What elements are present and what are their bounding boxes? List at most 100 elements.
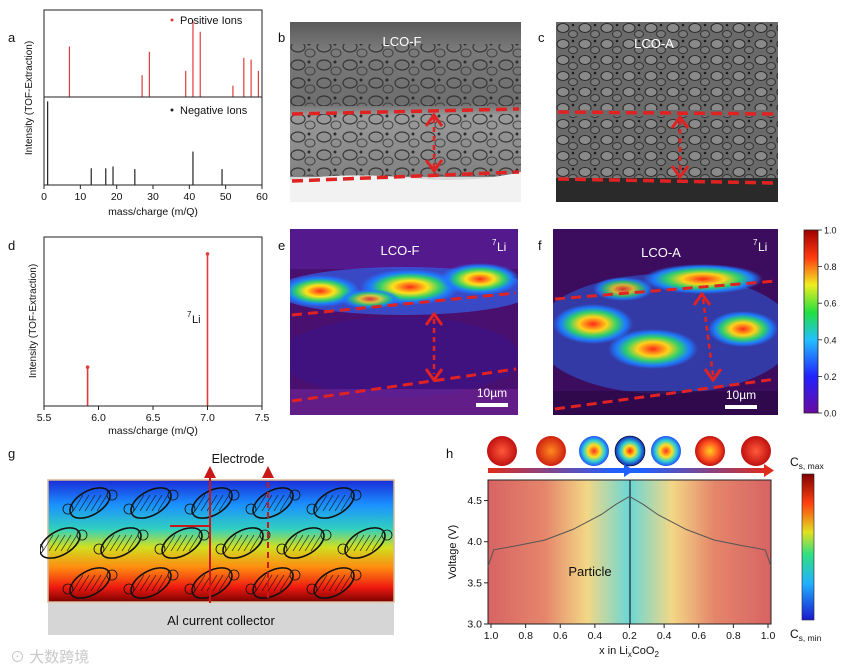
particle-state-2 bbox=[536, 436, 566, 466]
panel-a-xtick-label: 10 bbox=[74, 191, 86, 203]
particle-hatch bbox=[273, 494, 285, 512]
particle-hatch bbox=[353, 534, 365, 552]
particle-hatch bbox=[218, 494, 230, 512]
particle-hatch bbox=[359, 534, 371, 552]
particle-hatch bbox=[371, 534, 383, 552]
panel-h-xtick-label: 0.4 bbox=[588, 630, 603, 642]
particle-hatch bbox=[212, 574, 224, 592]
particle-hatch bbox=[133, 494, 145, 512]
panel-b-sem-image: LCO-F bbox=[290, 22, 521, 202]
active-particle bbox=[69, 487, 111, 519]
panel-f-scalebar bbox=[725, 405, 757, 409]
panel-h-ylabel: Voltage (V) bbox=[447, 525, 459, 579]
particle-hatch bbox=[279, 494, 291, 512]
particle-hatch bbox=[42, 534, 54, 552]
carbon-additive bbox=[123, 583, 135, 595]
carbon-additive bbox=[167, 489, 179, 501]
peak-label-sup: 7 bbox=[187, 310, 192, 319]
carbon-additive bbox=[76, 529, 88, 541]
active-particle bbox=[130, 487, 172, 519]
particle-hatch bbox=[145, 574, 157, 592]
panel-label-e: e bbox=[278, 238, 286, 253]
carbon-additive bbox=[154, 543, 166, 555]
active-particle bbox=[313, 487, 355, 519]
particle-hatch bbox=[316, 574, 328, 592]
panel-e-tof-map: LCO-F 7 Li 10µm bbox=[290, 229, 518, 415]
panel-label-g: g bbox=[8, 446, 16, 461]
particle-hatch bbox=[267, 574, 279, 592]
carbon-additive bbox=[184, 503, 196, 515]
particle-hatch bbox=[237, 534, 249, 552]
particle-hatch bbox=[121, 534, 133, 552]
panel-h-xtick-label: 0.2 bbox=[622, 630, 637, 642]
watermark-logo-icon: ⊙ bbox=[10, 649, 26, 666]
panel-f-iso-sup: 7 bbox=[753, 238, 758, 247]
particle-hatch bbox=[328, 574, 340, 592]
panel-h-ytick-label: 4.5 bbox=[467, 495, 482, 507]
particle-hatch bbox=[127, 534, 139, 552]
carbon-additive bbox=[215, 543, 227, 555]
panel-a-ylabel: Intensity (TOF-Extraction) bbox=[24, 41, 35, 155]
carbon-additive bbox=[259, 529, 271, 541]
panel-h-xtick-label: 0.4 bbox=[657, 630, 672, 642]
carbon-additive bbox=[289, 569, 301, 581]
particle-hatch bbox=[103, 534, 115, 552]
particle-hatch bbox=[322, 494, 334, 512]
panel-e-scalebar bbox=[476, 403, 508, 407]
cmin-label: Cs, min bbox=[790, 627, 822, 643]
peak-marker bbox=[85, 365, 90, 369]
particle-hatch bbox=[212, 494, 224, 512]
colorbar-tick-label: 1.0 bbox=[824, 226, 837, 236]
particle-hatch bbox=[206, 494, 218, 512]
panel-b-bottom-dash bbox=[291, 170, 520, 183]
particle-hatch bbox=[72, 574, 84, 592]
particle-hatch bbox=[151, 494, 163, 512]
particle-hatch bbox=[96, 574, 108, 592]
particle-hatch bbox=[194, 574, 206, 592]
particle-state-4 bbox=[614, 435, 646, 467]
panel-h-xtick-label: 0.6 bbox=[553, 630, 568, 642]
particle-hatch bbox=[84, 574, 96, 592]
particle-hatch bbox=[78, 574, 90, 592]
negative-legend-marker bbox=[170, 108, 174, 112]
panel-h-xtick-label: 1.0 bbox=[761, 630, 776, 642]
panel-d-xtick-label: 6.5 bbox=[146, 412, 161, 424]
particle-hatch bbox=[328, 494, 340, 512]
particle-hatch bbox=[176, 534, 188, 552]
panel-h-ytick-label: 3.5 bbox=[467, 577, 482, 589]
carbon-additive bbox=[306, 503, 318, 515]
particle-hatch bbox=[298, 534, 310, 552]
panel-d-xtick-label: 7.5 bbox=[255, 412, 270, 424]
active-particle bbox=[344, 527, 386, 559]
particle-hatch bbox=[316, 494, 328, 512]
panel-f-scalebar-label: 10µm bbox=[726, 388, 756, 402]
particle-hatch bbox=[334, 574, 346, 592]
particle-hatch bbox=[279, 574, 291, 592]
colorbar-tick-label: 0.2 bbox=[824, 372, 837, 382]
particle-state-1 bbox=[487, 436, 517, 466]
carbon-additive bbox=[228, 489, 240, 501]
carbon-additive bbox=[350, 489, 362, 501]
collector-label: Al current collector bbox=[167, 613, 275, 628]
panel-e-iso-sup: 7 bbox=[492, 238, 497, 247]
particle-hatch bbox=[157, 574, 169, 592]
panel-c-bottom-dash bbox=[557, 177, 777, 185]
active-particle bbox=[130, 567, 172, 599]
panel-e-label: LCO-F bbox=[381, 243, 420, 258]
particle-hatch bbox=[139, 574, 151, 592]
panel-f-iso-main: Li bbox=[758, 240, 767, 254]
particle-hatch bbox=[243, 534, 255, 552]
particle-hatch bbox=[292, 534, 304, 552]
particle-hatch bbox=[206, 574, 218, 592]
particle-hatch bbox=[249, 534, 261, 552]
carbon-additive bbox=[167, 569, 179, 581]
panel-a-xtick-label: 40 bbox=[183, 191, 195, 203]
particle-hatch bbox=[273, 574, 285, 592]
active-particle bbox=[69, 567, 111, 599]
carbon-additive bbox=[350, 569, 362, 581]
particle-state-6 bbox=[695, 436, 725, 466]
particle-hatch bbox=[255, 494, 267, 512]
particle-state-7 bbox=[741, 436, 771, 466]
panel-h-chart: 1.0 0.8 0.6 0.4 0.2 0.4 0.6 0.8 1.03.03.54.04.5 … bbox=[447, 435, 776, 659]
panel-f-tof-map: LCO-A 7 Li 10µm bbox=[553, 229, 778, 415]
